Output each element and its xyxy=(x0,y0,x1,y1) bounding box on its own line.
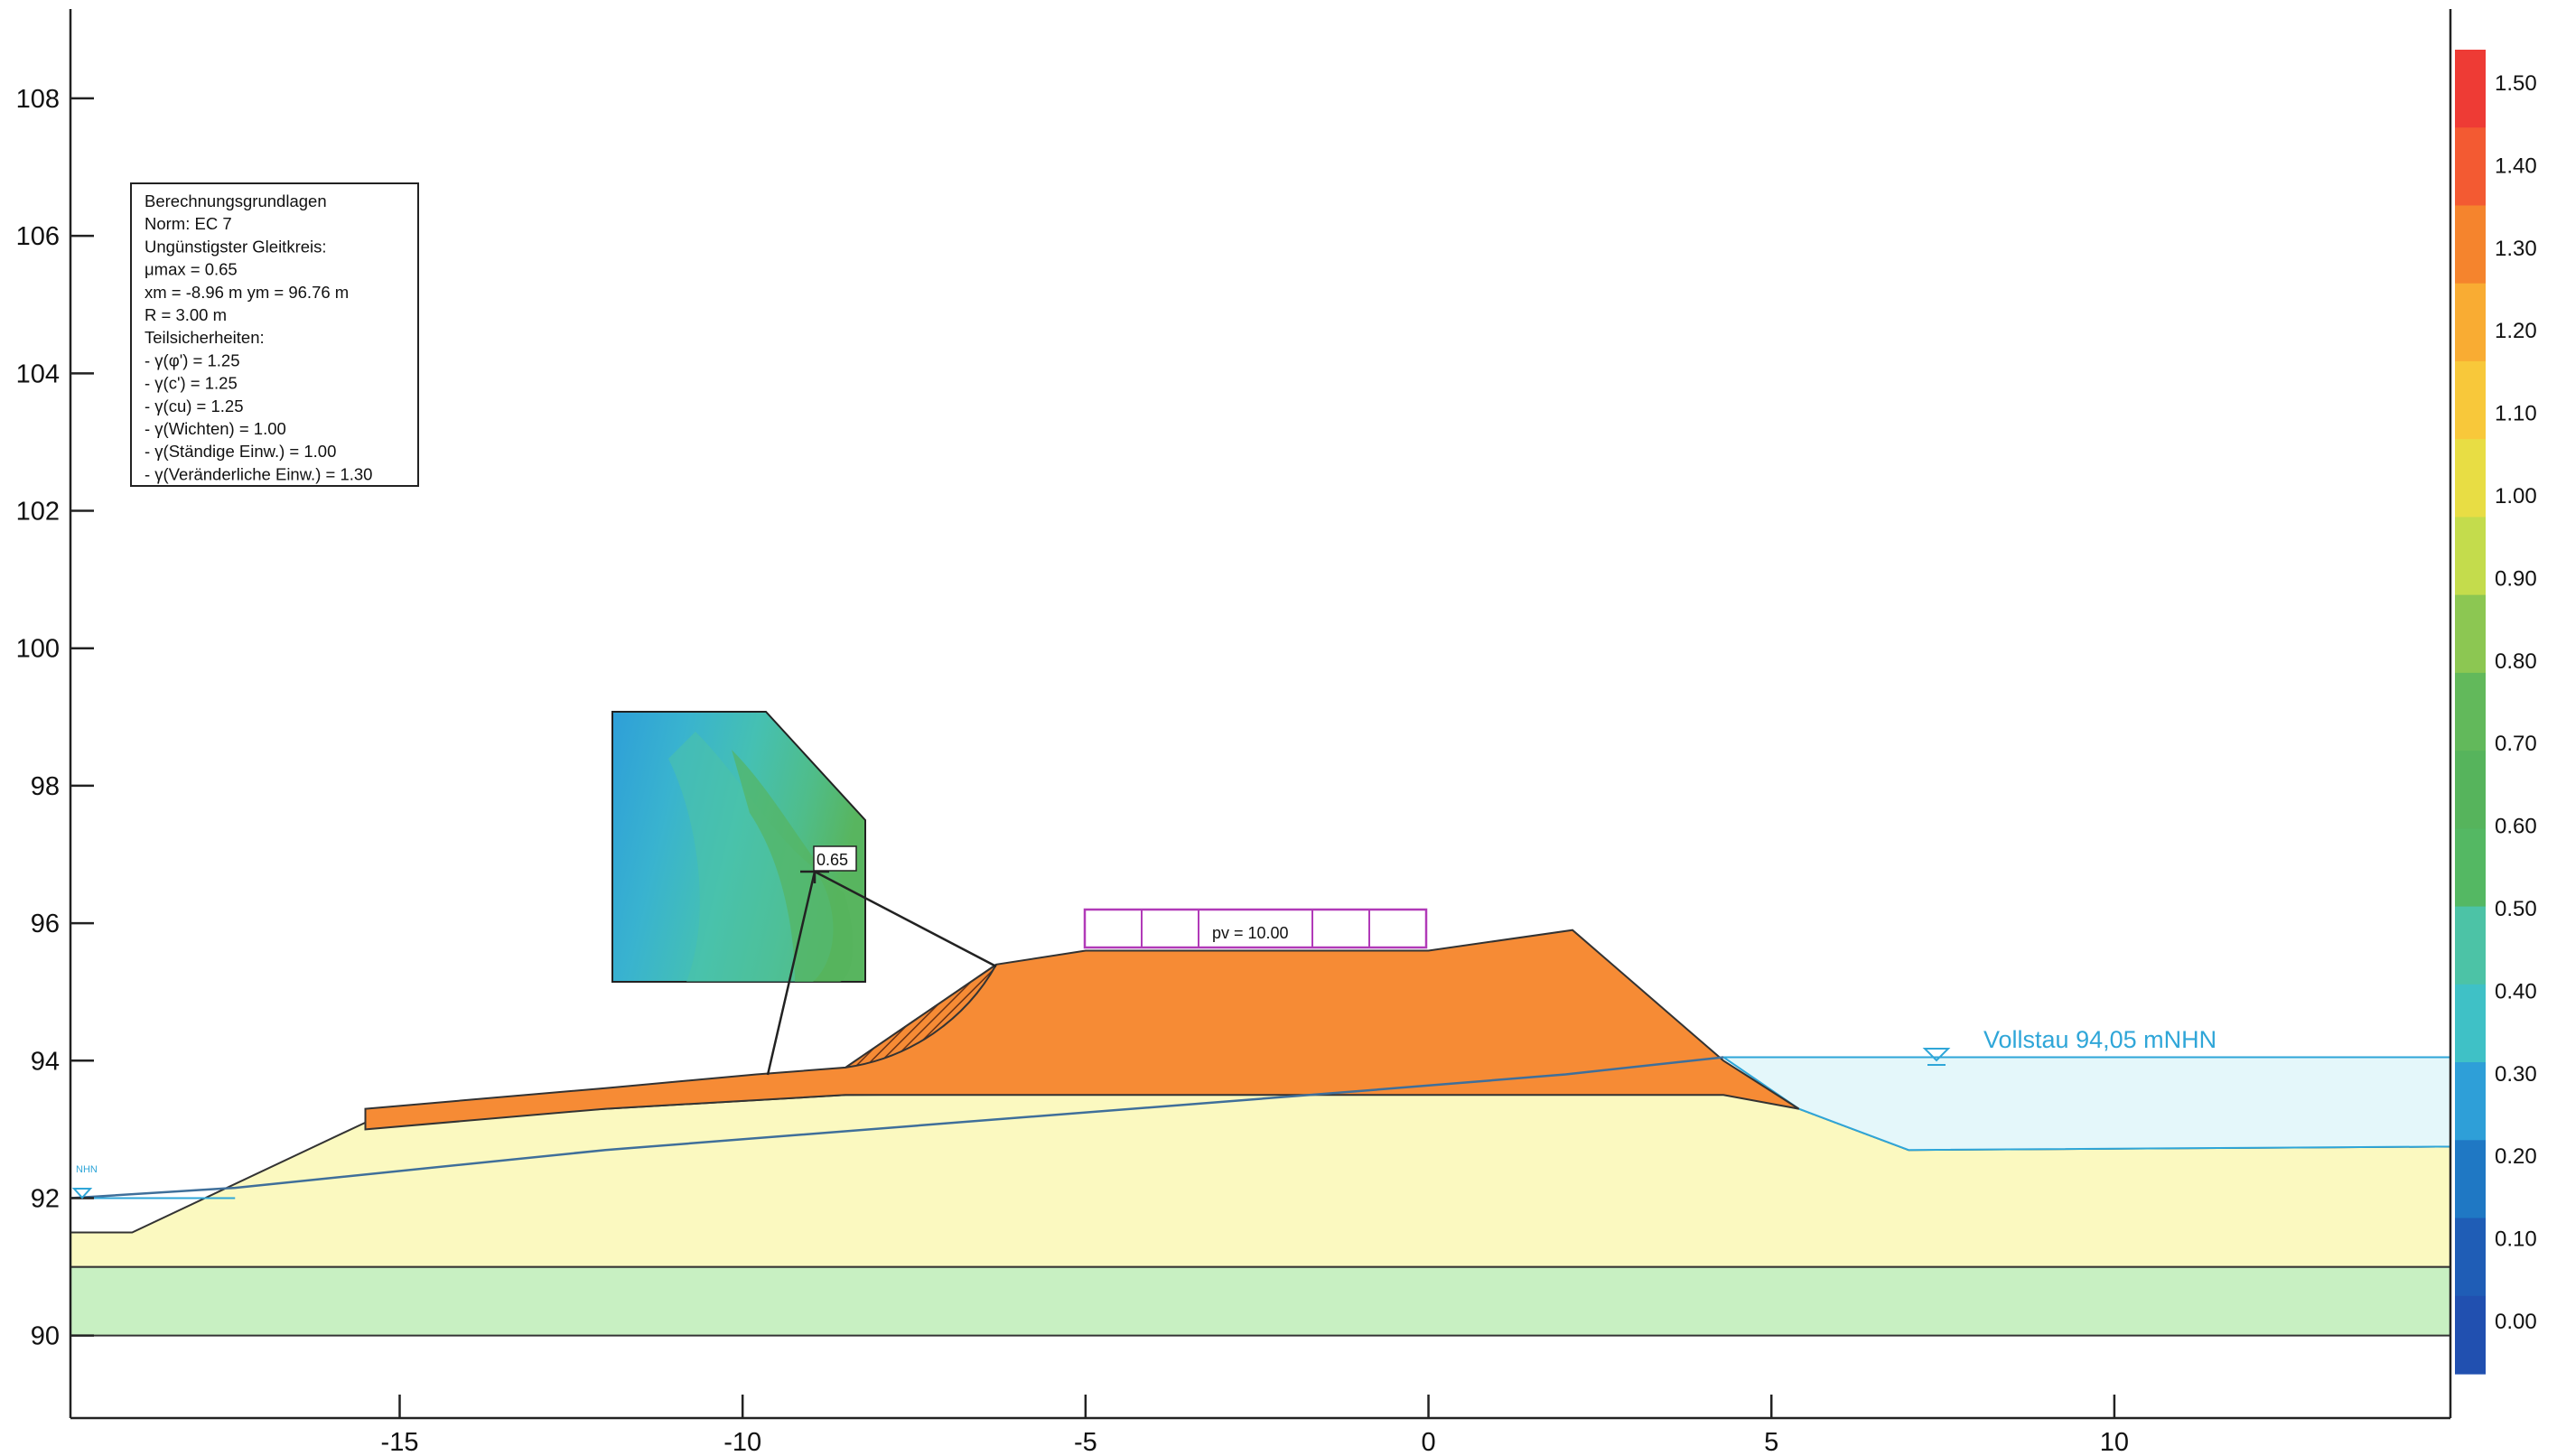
info-box-line: Norm: EC 7 xyxy=(145,214,232,233)
y-tick-label: 106 xyxy=(16,222,60,251)
color-scale-swatch xyxy=(2455,672,2486,751)
x-tick-label: -15 xyxy=(381,1428,419,1456)
water-level-label-right: Vollstau 94,05 mNHN xyxy=(1983,1026,2216,1053)
x-tick-label: 0 xyxy=(1421,1428,1435,1456)
load-label: pv = 10.00 xyxy=(1212,924,1289,942)
color-scale-swatch xyxy=(2455,906,2486,985)
y-tick-label: 94 xyxy=(31,1047,60,1076)
x-tick-label: 5 xyxy=(1764,1428,1778,1456)
mu-label: 0.65 xyxy=(817,851,848,869)
color-scale-swatch xyxy=(2455,205,2486,285)
water-level-triangle-right xyxy=(1922,1048,1951,1062)
color-scale-label: 1.50 xyxy=(2495,71,2537,96)
info-box-frame xyxy=(130,182,419,487)
color-scale-swatch xyxy=(2455,1140,2486,1219)
y-tick-label: 100 xyxy=(16,635,60,664)
info-box-line: - γ(Wichten) = 1.00 xyxy=(145,419,286,438)
info-box-line: - γ(φ') = 1.25 xyxy=(145,350,240,369)
info-box-line: - γ(c') = 1.25 xyxy=(145,374,238,393)
plot-area xyxy=(70,929,2450,1337)
green-soil-layer xyxy=(70,1265,2450,1337)
color-scale-label: 0.30 xyxy=(2495,1062,2537,1087)
y-tick-label: 92 xyxy=(31,1184,60,1213)
y-tick-label: 104 xyxy=(16,359,60,388)
mu-label-box xyxy=(813,845,857,872)
y-tick-label: 96 xyxy=(31,910,60,938)
color-scale-swatch xyxy=(2455,1062,2486,1141)
x-tick-label: -10 xyxy=(723,1428,761,1456)
water-level-triangle-left xyxy=(71,1188,93,1199)
critical-slip-zone xyxy=(845,963,998,1069)
water-level-label-left: NHN xyxy=(76,1164,98,1175)
info-box-line: Teilsicherheiten: xyxy=(145,328,265,347)
color-scale-swatch xyxy=(2455,360,2486,440)
x-tick-label: 10 xyxy=(2100,1428,2129,1456)
color-scale-label: 1.20 xyxy=(2495,319,2537,343)
y-tick-label: 90 xyxy=(31,1322,60,1351)
color-scale-label: 0.40 xyxy=(2495,979,2537,1003)
color-scale-bar xyxy=(2455,50,2486,1375)
y-tick-label: 108 xyxy=(16,85,60,114)
color-scale-swatch xyxy=(2455,828,2486,908)
surface-load: pv = 10.00 xyxy=(1083,908,1428,949)
water-symbols: Vollstau 94,05 mNHN NHN xyxy=(71,1026,2216,1199)
y-axis-ticks: 108 106 104 102 100 98 96 94 92 90 xyxy=(16,85,94,1351)
color-scale-label: 0.80 xyxy=(2495,649,2537,674)
info-box-line: Berechnungsgrundlagen xyxy=(145,191,327,210)
color-scale-swatch xyxy=(2455,517,2486,596)
color-scale-label: 1.30 xyxy=(2495,237,2537,261)
info-box-line: - γ(cu) = 1.25 xyxy=(145,397,244,415)
color-scale-swatch xyxy=(2455,594,2486,674)
info-box-lines: Berechnungsgrundlagen Norm: EC 7 Ungünstig… xyxy=(145,191,372,483)
color-scale-label: 1.10 xyxy=(2495,402,2537,426)
color-scale-swatch xyxy=(2455,50,2486,128)
y-tick-label: 98 xyxy=(31,772,60,801)
color-scale-label: 1.40 xyxy=(2495,154,2537,178)
dike-body-layer xyxy=(364,929,1800,1131)
seepage-line xyxy=(70,1056,1724,1199)
color-scale-swatch xyxy=(2455,439,2486,518)
color-scale-swatch xyxy=(2455,283,2486,362)
color-scale-label: 0.50 xyxy=(2495,897,2537,921)
color-scale-label: 0.60 xyxy=(2495,815,2537,839)
color-scale-label: 0.10 xyxy=(2495,1227,2537,1252)
color-scale-swatch xyxy=(2455,1295,2486,1375)
contour-band-green xyxy=(732,750,854,982)
color-scale-swatch xyxy=(2455,1218,2486,1297)
color-scale-swatch xyxy=(2455,984,2486,1063)
color-scale-label: 0.90 xyxy=(2495,566,2537,591)
x-tick-label: -5 xyxy=(1074,1428,1097,1456)
radius-line-left xyxy=(766,871,817,1076)
y-tick-label: 102 xyxy=(16,498,60,527)
info-box-line: - γ(Ständige Einw.) = 1.00 xyxy=(145,442,336,461)
calculation-info-box: Berechnungsgrundlagen Norm: EC 7 Ungünstig… xyxy=(130,182,419,487)
info-box-line: - γ(Veränderliche Einw.) = 1.30 xyxy=(145,464,372,483)
color-scale-label: 0.20 xyxy=(2495,1144,2537,1169)
info-box-line: R = 3.00 m xyxy=(145,305,227,324)
x-axis-ticks: -15 -10 -5 0 5 10 xyxy=(381,1395,2129,1456)
safety-factor-field: 0.65 xyxy=(611,711,997,1076)
color-scale-label: 0.70 xyxy=(2495,732,2537,756)
color-scale-swatch xyxy=(2455,751,2486,829)
color-scale-label: 1.00 xyxy=(2495,484,2537,509)
radius-line-right xyxy=(814,870,997,968)
safety-factor-color-scale: 1.50 1.40 1.30 1.20 1.10 1.00 0.90 0.80 0.70 0.60… xyxy=(2455,50,2537,1375)
color-scale-swatch xyxy=(2455,127,2486,207)
info-box-line: Ungünstigster Gleitkreis: xyxy=(145,237,327,256)
info-box-line: μmax = 0.65 xyxy=(145,260,238,279)
color-scale-labels: 1.50 1.40 1.30 1.20 1.10 1.00 0.90 0.80 0.70 0.60… xyxy=(2495,71,2537,1334)
color-scale-label: 0.00 xyxy=(2495,1310,2537,1334)
info-box-line: xm = -8.96 m ym = 96.76 m xyxy=(145,283,349,302)
